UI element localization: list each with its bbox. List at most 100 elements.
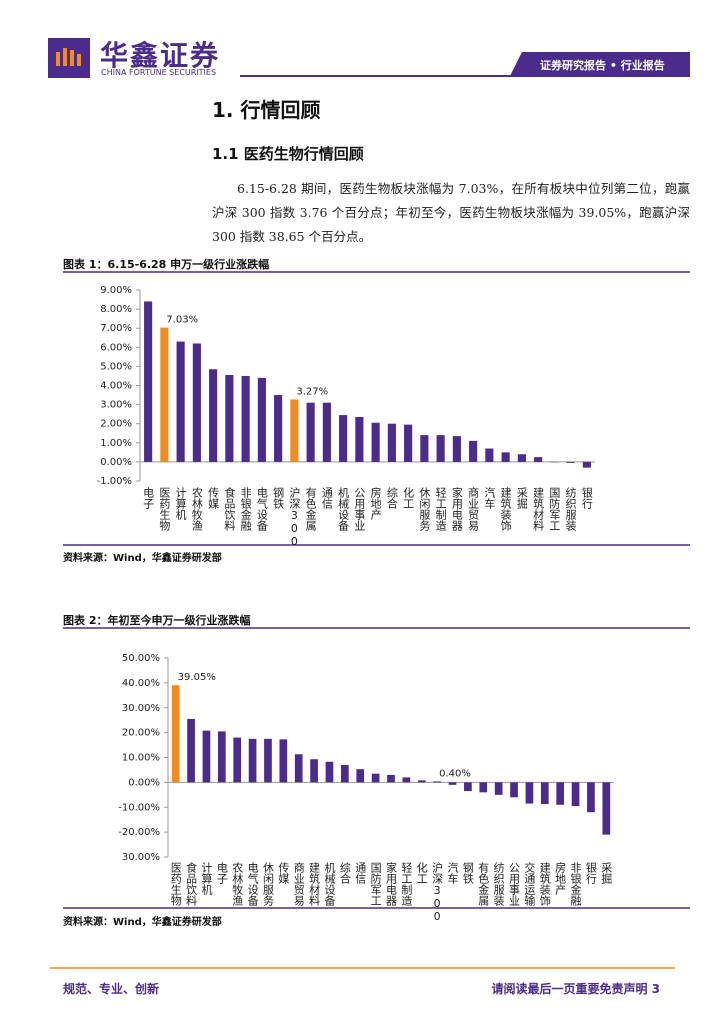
x-tick-label: 电子	[215, 862, 229, 884]
subsection-title: 1.1 医药生物行情回顾	[212, 145, 364, 163]
data-label: 0.40%	[439, 768, 471, 779]
bar	[257, 377, 266, 462]
bar	[517, 454, 526, 462]
data-label: 3.27%	[296, 386, 328, 397]
x-tick-label: 化工	[415, 862, 429, 884]
bar	[387, 774, 395, 783]
x-tick-label: 沪深300	[430, 862, 444, 923]
bar	[540, 782, 549, 805]
bar	[209, 369, 218, 462]
bar	[587, 782, 595, 813]
x-tick-label: 家用电器	[450, 487, 464, 531]
y-tick-label: 5.00%	[100, 361, 132, 372]
x-tick-label: 建筑装饰	[499, 487, 513, 531]
bar	[356, 769, 365, 783]
bar	[479, 782, 488, 793]
bar	[452, 436, 461, 462]
bar	[248, 738, 257, 783]
brand: 华鑫证券	[100, 39, 221, 72]
footer-left: 规范、专业、创新	[63, 982, 160, 996]
bar	[294, 754, 303, 783]
bar	[602, 782, 611, 835]
figure-source: 资料来源：Wind，华鑫证券研发部	[63, 553, 222, 564]
x-tick-label: 农林牧渔	[190, 487, 204, 531]
x-tick-label: 银行	[580, 487, 594, 509]
bar	[279, 739, 288, 783]
x-tick-label: 公用事业	[507, 862, 521, 906]
x-tick-label: 计算机	[174, 487, 188, 520]
x-tick-label: 国防军工	[547, 487, 561, 531]
header-tag: 证券研究报告 • 行业报告	[540, 59, 665, 72]
x-tick-label: 电子	[141, 487, 155, 509]
bar	[510, 782, 518, 798]
y-tick-label: 40.00%	[122, 678, 160, 689]
x-tick-label: 汽车	[482, 487, 496, 509]
x-tick-label: 汽车	[446, 862, 460, 884]
x-tick-label: 建筑装饰	[538, 862, 552, 906]
bar	[417, 780, 426, 783]
x-tick-label: 银行	[584, 862, 598, 884]
bar	[241, 375, 250, 462]
bar	[310, 759, 318, 783]
y-tick-label: 8.00%	[100, 304, 132, 315]
bar	[582, 461, 591, 468]
bar	[387, 423, 396, 462]
bar	[187, 718, 195, 783]
bar	[322, 402, 331, 462]
x-tick-label: 传媒	[206, 487, 220, 509]
x-tick-label: 国防军工	[369, 862, 383, 906]
x-tick-label: 计算机	[199, 862, 213, 895]
bar	[571, 782, 580, 807]
bar	[566, 461, 575, 463]
bar	[290, 399, 299, 462]
x-tick-label: 轻工制造	[434, 487, 448, 531]
y-tick-label: 7.00%	[100, 323, 132, 334]
x-tick-label: 医药生物	[169, 862, 183, 906]
bar	[192, 343, 201, 462]
bar	[436, 435, 445, 462]
x-tick-label: 建筑材料	[531, 487, 545, 531]
bar	[339, 415, 348, 462]
bar	[525, 782, 534, 804]
y-tick-label: 20.00%	[122, 728, 160, 739]
x-tick-label: 商业贸易	[292, 862, 306, 906]
x-tick-label: 房地产	[369, 487, 383, 520]
x-tick-label: 采掘	[599, 862, 613, 884]
y-tick-label: 10.00%	[122, 753, 160, 764]
x-tick-label: 钢铁	[271, 487, 285, 509]
bar	[355, 417, 364, 462]
x-tick-label: 有色金属	[476, 862, 490, 906]
bar	[433, 781, 441, 783]
x-tick-label: 非银金融	[569, 862, 583, 906]
y-tick-label: 30.00%	[122, 852, 160, 863]
bar	[325, 761, 334, 783]
bar	[501, 452, 510, 462]
figure-title: 图表 2：年初至今申万一级行业涨跌幅	[63, 614, 251, 627]
bar	[448, 782, 457, 785]
x-tick-label: 商业贸易	[466, 487, 480, 531]
x-tick-label: 交通运输	[522, 862, 536, 906]
bar	[264, 738, 272, 783]
bar	[160, 327, 169, 462]
bar	[202, 730, 211, 783]
figure-title: 图表 1：6.15-6.28 申万一级行业涨跌幅	[63, 258, 270, 271]
x-tick-label: 公用事业	[352, 487, 366, 531]
x-tick-label: 轻工制造	[399, 862, 413, 906]
bar	[464, 782, 472, 792]
y-tick-label: 4.00%	[100, 381, 132, 392]
paragraph: 6.15-6.28 期间，医药生物板块涨幅为 7.03%，在所有板块中位列第二位…	[212, 181, 690, 244]
bar	[534, 457, 543, 462]
y-tick-label: 30.00%	[122, 703, 160, 714]
x-tick-label: 休闲服务	[417, 487, 431, 531]
x-tick-label: 纺织服装	[492, 862, 506, 906]
x-tick-label: 农林牧渔	[230, 862, 244, 906]
bar	[176, 341, 185, 462]
x-tick-label: 有色金属	[304, 487, 318, 531]
bar	[341, 764, 349, 783]
y-tick-label: 3.00%	[100, 400, 132, 411]
x-tick-label: 纺织服装	[564, 487, 578, 531]
x-tick-label: 食品饮料	[184, 862, 198, 906]
y-tick-label: -1.00%	[97, 476, 132, 487]
x-tick-label: 电气设备	[246, 862, 260, 906]
